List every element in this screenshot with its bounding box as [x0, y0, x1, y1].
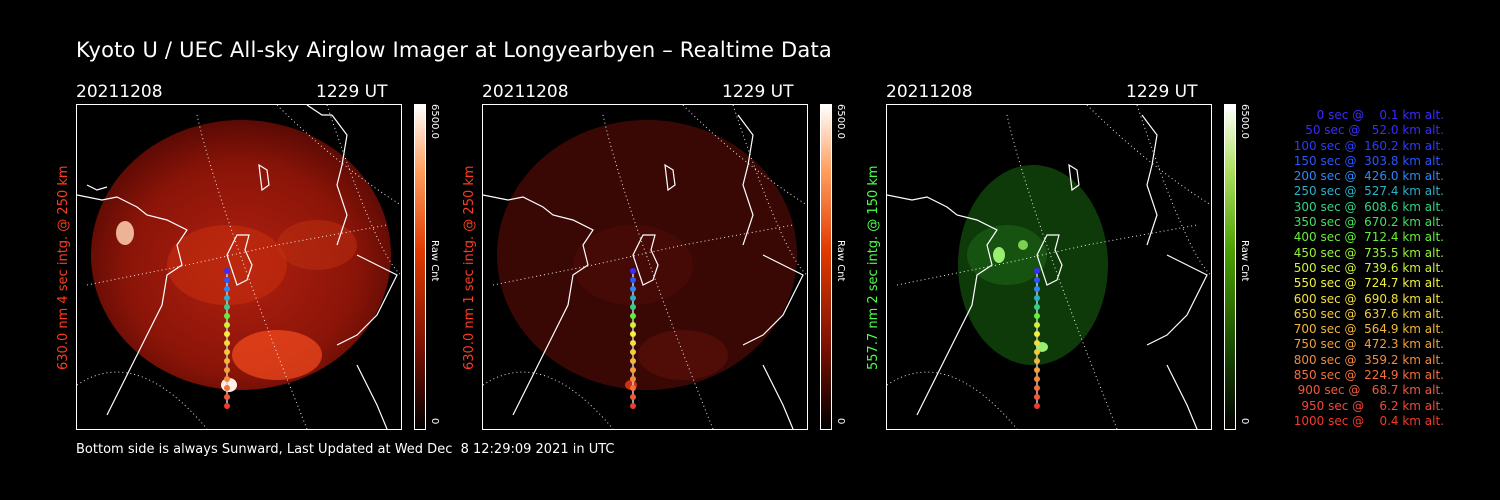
legend-row: 250 sec @ 527.4 km alt.: [1289, 184, 1444, 199]
panel2-allsky-svg: [483, 105, 807, 429]
legend-row: 650 sec @ 637.6 km alt.: [1289, 306, 1444, 321]
legend-row: 550 sec @ 724.7 km alt.: [1289, 276, 1444, 291]
panel2-cbar-min: 0: [835, 418, 846, 425]
panel2-trajectory: [630, 268, 636, 409]
legend-row: 600 sec @ 690.8 km alt.: [1289, 291, 1444, 306]
panel3-time: 1229 UT: [1126, 82, 1198, 102]
legend-row: 800 sec @ 359.2 km alt.: [1289, 352, 1444, 367]
panel3-cbar-min: 0: [1239, 418, 1250, 425]
trajectory-legend: 0 sec @ 0.1 km alt. 50 sec @ 52.0 km alt…: [1262, 108, 1444, 429]
legend-row: 700 sec @ 564.9 km alt.: [1289, 322, 1444, 337]
legend-row: 150 sec @ 303.8 km alt.: [1289, 153, 1444, 168]
panel2-cbar-unit: Raw Cnt: [835, 240, 846, 282]
legend-row: 1000 sec @ 0.4 km alt.: [1293, 413, 1444, 428]
panel1-cbar-unit: Raw Cnt: [429, 240, 440, 282]
legend-row: 0 sec @ 0.1 km alt.: [1305, 108, 1444, 122]
panel1-allsky-svg: [77, 105, 401, 429]
panel1-cbar-max: 6500.0: [429, 104, 440, 139]
legend-row: 450 sec @ 735.5 km alt.: [1289, 245, 1444, 260]
panel2-cbar-max: 6500.0: [835, 104, 846, 139]
panel1-colorbar: [414, 104, 426, 430]
panel2-date: 20211208: [482, 82, 569, 102]
panel2-colorbar: [820, 104, 832, 430]
panel3-date: 20211208: [886, 82, 973, 102]
panel3-allsky-svg: [887, 105, 1211, 429]
legend-row: 300 sec @ 608.6 km alt.: [1289, 199, 1444, 214]
panel3-trajectory: [1034, 268, 1040, 409]
panel3-cbar-max: 6500.0: [1239, 104, 1250, 139]
panel1-trajectory: [224, 268, 230, 409]
panel2-side-label: 630.0 nm 1 sec intg. @ 250 km: [462, 165, 477, 370]
panel3-cbar-unit: Raw Cnt: [1239, 240, 1250, 282]
legend-row: 100 sec @ 160.2 km alt.: [1289, 138, 1444, 153]
page-title: Kyoto U / UEC All-sky Airglow Imager at …: [76, 38, 832, 62]
panel1-time: 1229 UT: [316, 82, 388, 102]
legend-row: 950 sec @ 6.2 km alt.: [1297, 398, 1444, 413]
panel1-cbar-min: 0: [429, 418, 440, 425]
panel3-image: [886, 104, 1212, 430]
legend-row: 750 sec @ 472.3 km alt.: [1289, 337, 1444, 352]
panel1-image: [76, 104, 402, 430]
panel1-side-label: 630.0 nm 4 sec intg. @ 250 km: [56, 165, 71, 370]
legend-row: 350 sec @ 670.2 km alt.: [1289, 215, 1444, 230]
legend-row: 900 sec @ 68.7 km alt.: [1293, 383, 1444, 398]
legend-row: 400 sec @ 712.4 km alt.: [1289, 230, 1444, 245]
panel1-date: 20211208: [76, 82, 163, 102]
legend-row: 500 sec @ 739.6 km alt.: [1289, 260, 1444, 275]
legend-row: 50 sec @ 52.0 km alt.: [1297, 123, 1444, 138]
footer-note: Bottom side is always Sunward, Last Upda…: [76, 442, 615, 457]
legend-row: 200 sec @ 426.0 km alt.: [1289, 169, 1444, 184]
panel2-time: 1229 UT: [722, 82, 794, 102]
legend-row: 850 sec @ 224.9 km alt.: [1289, 368, 1444, 383]
panel2-image: [482, 104, 808, 430]
panel3-side-label: 557.7 nm 2 sec intg. @ 150 km: [866, 165, 881, 370]
panel3-colorbar: [1224, 104, 1236, 430]
